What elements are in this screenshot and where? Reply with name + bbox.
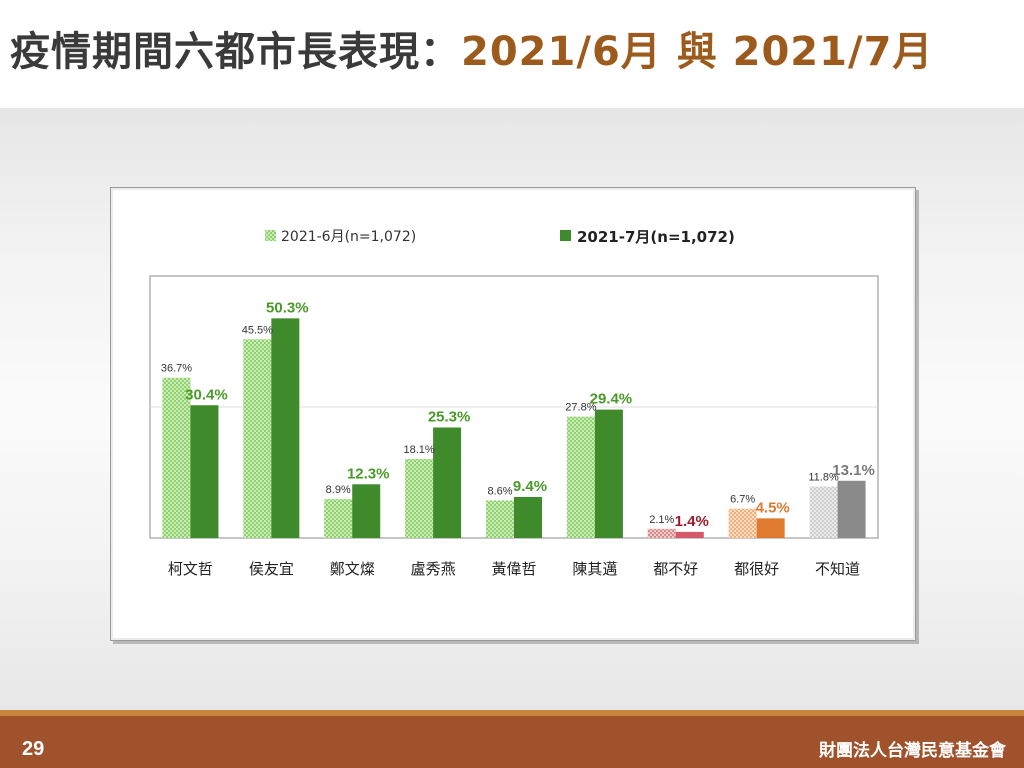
category-label-3: 盧秀燕	[411, 560, 456, 578]
category-label-7: 都很好	[734, 560, 779, 578]
bar-jul-4	[514, 496, 542, 538]
value-label-jul-3: 25.3%	[428, 409, 471, 426]
legend-label-jun: 2021-6月(n=1,072)	[281, 229, 416, 245]
value-label-jul-4: 9.4%	[513, 478, 547, 495]
title-date-june: 2021/6月	[461, 29, 662, 75]
bar-jul-2	[352, 484, 381, 538]
value-label-jun-2: 8.9%	[326, 484, 351, 496]
bar-jun-texture-0	[162, 377, 191, 538]
legend-swatch-jul	[560, 230, 571, 241]
value-label-jun-4: 8.6%	[487, 485, 512, 497]
bar-jul-7	[756, 518, 785, 538]
category-label-1: 侯友宜	[249, 560, 294, 578]
category-label-6: 都不好	[653, 560, 698, 578]
bar-jul-6	[675, 531, 704, 538]
value-label-jun-0: 36.7%	[161, 363, 192, 375]
category-label-8: 不知道	[815, 560, 860, 578]
value-label-jun-7: 6.7%	[730, 494, 755, 506]
category-label-5: 陳其邁	[572, 560, 617, 578]
bar-jul-5	[594, 409, 623, 538]
title-date-july: 2021/7月	[732, 29, 934, 75]
page-number: 29	[22, 738, 45, 760]
category-label-4: 黃偉哲	[491, 560, 536, 578]
bar-jul-1	[271, 318, 300, 538]
title-main: 疫情期間六都市長表現：	[10, 29, 461, 75]
bar-jun-texture-8	[809, 486, 838, 538]
bar-jun-texture-1	[243, 339, 272, 538]
category-label-2: 鄭文燦	[330, 560, 375, 578]
legend-label-jul: 2021-7月(n=1,072)	[577, 228, 735, 246]
organization-name: 財團法人台灣民意基金會	[819, 741, 1006, 761]
value-label-jun-5: 27.8%	[565, 402, 596, 414]
bar-jul-0	[190, 405, 219, 538]
legend-swatch-jun-texture	[265, 230, 276, 241]
bar-jun-texture-2	[324, 499, 353, 538]
value-label-jul-1: 50.3%	[266, 299, 309, 316]
bar-jul-8	[837, 480, 866, 538]
bar-jun-texture-6	[647, 528, 676, 538]
value-label-jul-7: 4.5%	[756, 499, 790, 516]
bar-jun-texture-7	[728, 508, 757, 538]
value-label-jul-5: 29.4%	[590, 391, 633, 408]
slide-title: 疫情期間六都市長表現：2021/6月 與 2021/7月	[10, 22, 933, 82]
category-label-0: 柯文哲	[168, 560, 213, 578]
value-label-jun-3: 18.1%	[404, 444, 435, 456]
value-label-jul-2: 12.3%	[347, 465, 390, 482]
value-label-jun-1: 45.5%	[242, 324, 273, 336]
value-label-jul-0: 30.4%	[185, 386, 228, 403]
bar-jun-texture-5	[566, 416, 595, 538]
value-label-jun-6: 2.1%	[649, 514, 674, 526]
bar-jun-texture-4	[486, 500, 514, 538]
value-label-jul-6: 1.4%	[675, 513, 709, 530]
value-label-jun-8: 11.8%	[808, 471, 839, 483]
footer-bar: 29 財團法人台灣民意基金會	[0, 710, 1024, 768]
title-separator: 與	[661, 29, 733, 75]
bar-jul-3	[433, 427, 462, 538]
value-label-jul-8: 13.1%	[832, 462, 875, 479]
bar-jun-texture-3	[405, 458, 434, 538]
